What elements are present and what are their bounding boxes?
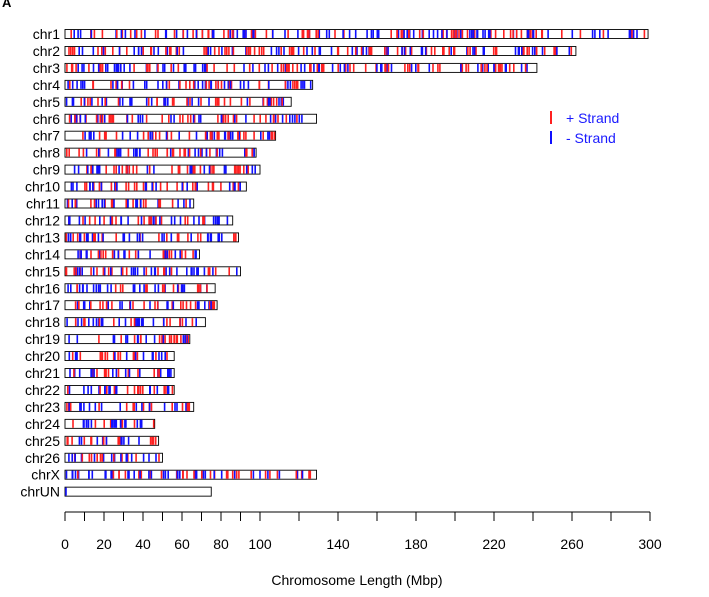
- chromosome-bar: [64, 232, 240, 243]
- x-tick-label: 20: [96, 536, 112, 552]
- chromosome-label: chr1: [33, 26, 60, 42]
- chromosome-label: chr2: [33, 43, 60, 59]
- chromosome-label: chr4: [33, 77, 60, 93]
- chromosome-bar: [64, 79, 314, 90]
- chromosome-label: chr18: [25, 314, 60, 330]
- chromosome-label: chr6: [33, 111, 60, 127]
- chromosome-bar: [64, 130, 277, 141]
- x-tick-label: 260: [560, 536, 584, 552]
- x-tick-label: 40: [135, 536, 151, 552]
- chromosome-label: chr8: [33, 145, 60, 161]
- chromosome-label: chr21: [25, 365, 60, 381]
- chromosome-bar: [64, 96, 292, 107]
- chromosome-label: chr13: [25, 229, 60, 245]
- x-tick-label: 140: [326, 536, 350, 552]
- x-tick-label: 220: [482, 536, 506, 552]
- chromosome-bar: [64, 198, 195, 209]
- legend-label: + Strand: [566, 110, 619, 126]
- chromosome-bar: [64, 418, 156, 429]
- chromosome-label: chr16: [25, 280, 60, 296]
- chromosome-label: chr12: [25, 212, 60, 228]
- chromosome-bar: [64, 401, 195, 412]
- chromosome-label: chr5: [33, 94, 60, 110]
- chromosome-label: chr20: [25, 348, 60, 364]
- chromosome-label: chr15: [25, 263, 60, 279]
- chromosome-bar: [64, 486, 212, 497]
- legend-label: - Strand: [566, 130, 616, 146]
- chromosome-label: chr26: [25, 450, 60, 466]
- chromosome-label: chrUN: [20, 484, 60, 500]
- chromosome-bar: [64, 469, 318, 480]
- chromosome-bar: [64, 164, 261, 175]
- x-axis-label: Chromosome Length (Mbp): [271, 572, 442, 588]
- chromosome-label: chr7: [33, 128, 60, 144]
- x-tick-label: 0: [61, 536, 69, 552]
- chromosome-label: chr23: [25, 399, 60, 415]
- chromosome-bar: [64, 147, 257, 158]
- chromosome-label: chr25: [25, 433, 60, 449]
- chromosome-bar: [64, 249, 201, 260]
- chromosome-label: chr19: [25, 331, 60, 347]
- chromosome-label: chr24: [25, 416, 60, 432]
- chromosome-bar: [64, 385, 175, 395]
- chromosome-bar: [64, 368, 175, 378]
- chromosome-label: chr17: [25, 297, 60, 313]
- chromosome-bar: [64, 300, 218, 311]
- chromosome-label: chr22: [25, 382, 60, 398]
- chromosome-bar: [64, 266, 241, 277]
- chromosome-label: chr10: [25, 179, 60, 195]
- chromosome-label: chr14: [25, 246, 60, 262]
- x-tick-label: 60: [174, 536, 190, 552]
- chromosome-bar: [64, 435, 160, 446]
- x-tick-label: 80: [213, 536, 229, 552]
- chromosome-bar: [64, 29, 649, 39]
- x-tick-label: 100: [248, 536, 272, 552]
- chromosome-label: chr9: [33, 162, 60, 178]
- x-tick-label: 300: [638, 536, 662, 552]
- chromosome-label: chrX: [31, 467, 60, 483]
- chromosome-label: chr11: [26, 196, 60, 212]
- chromosome-label: chr3: [33, 60, 60, 76]
- panel-label: A: [2, 0, 12, 10]
- x-tick-label: 180: [404, 536, 428, 552]
